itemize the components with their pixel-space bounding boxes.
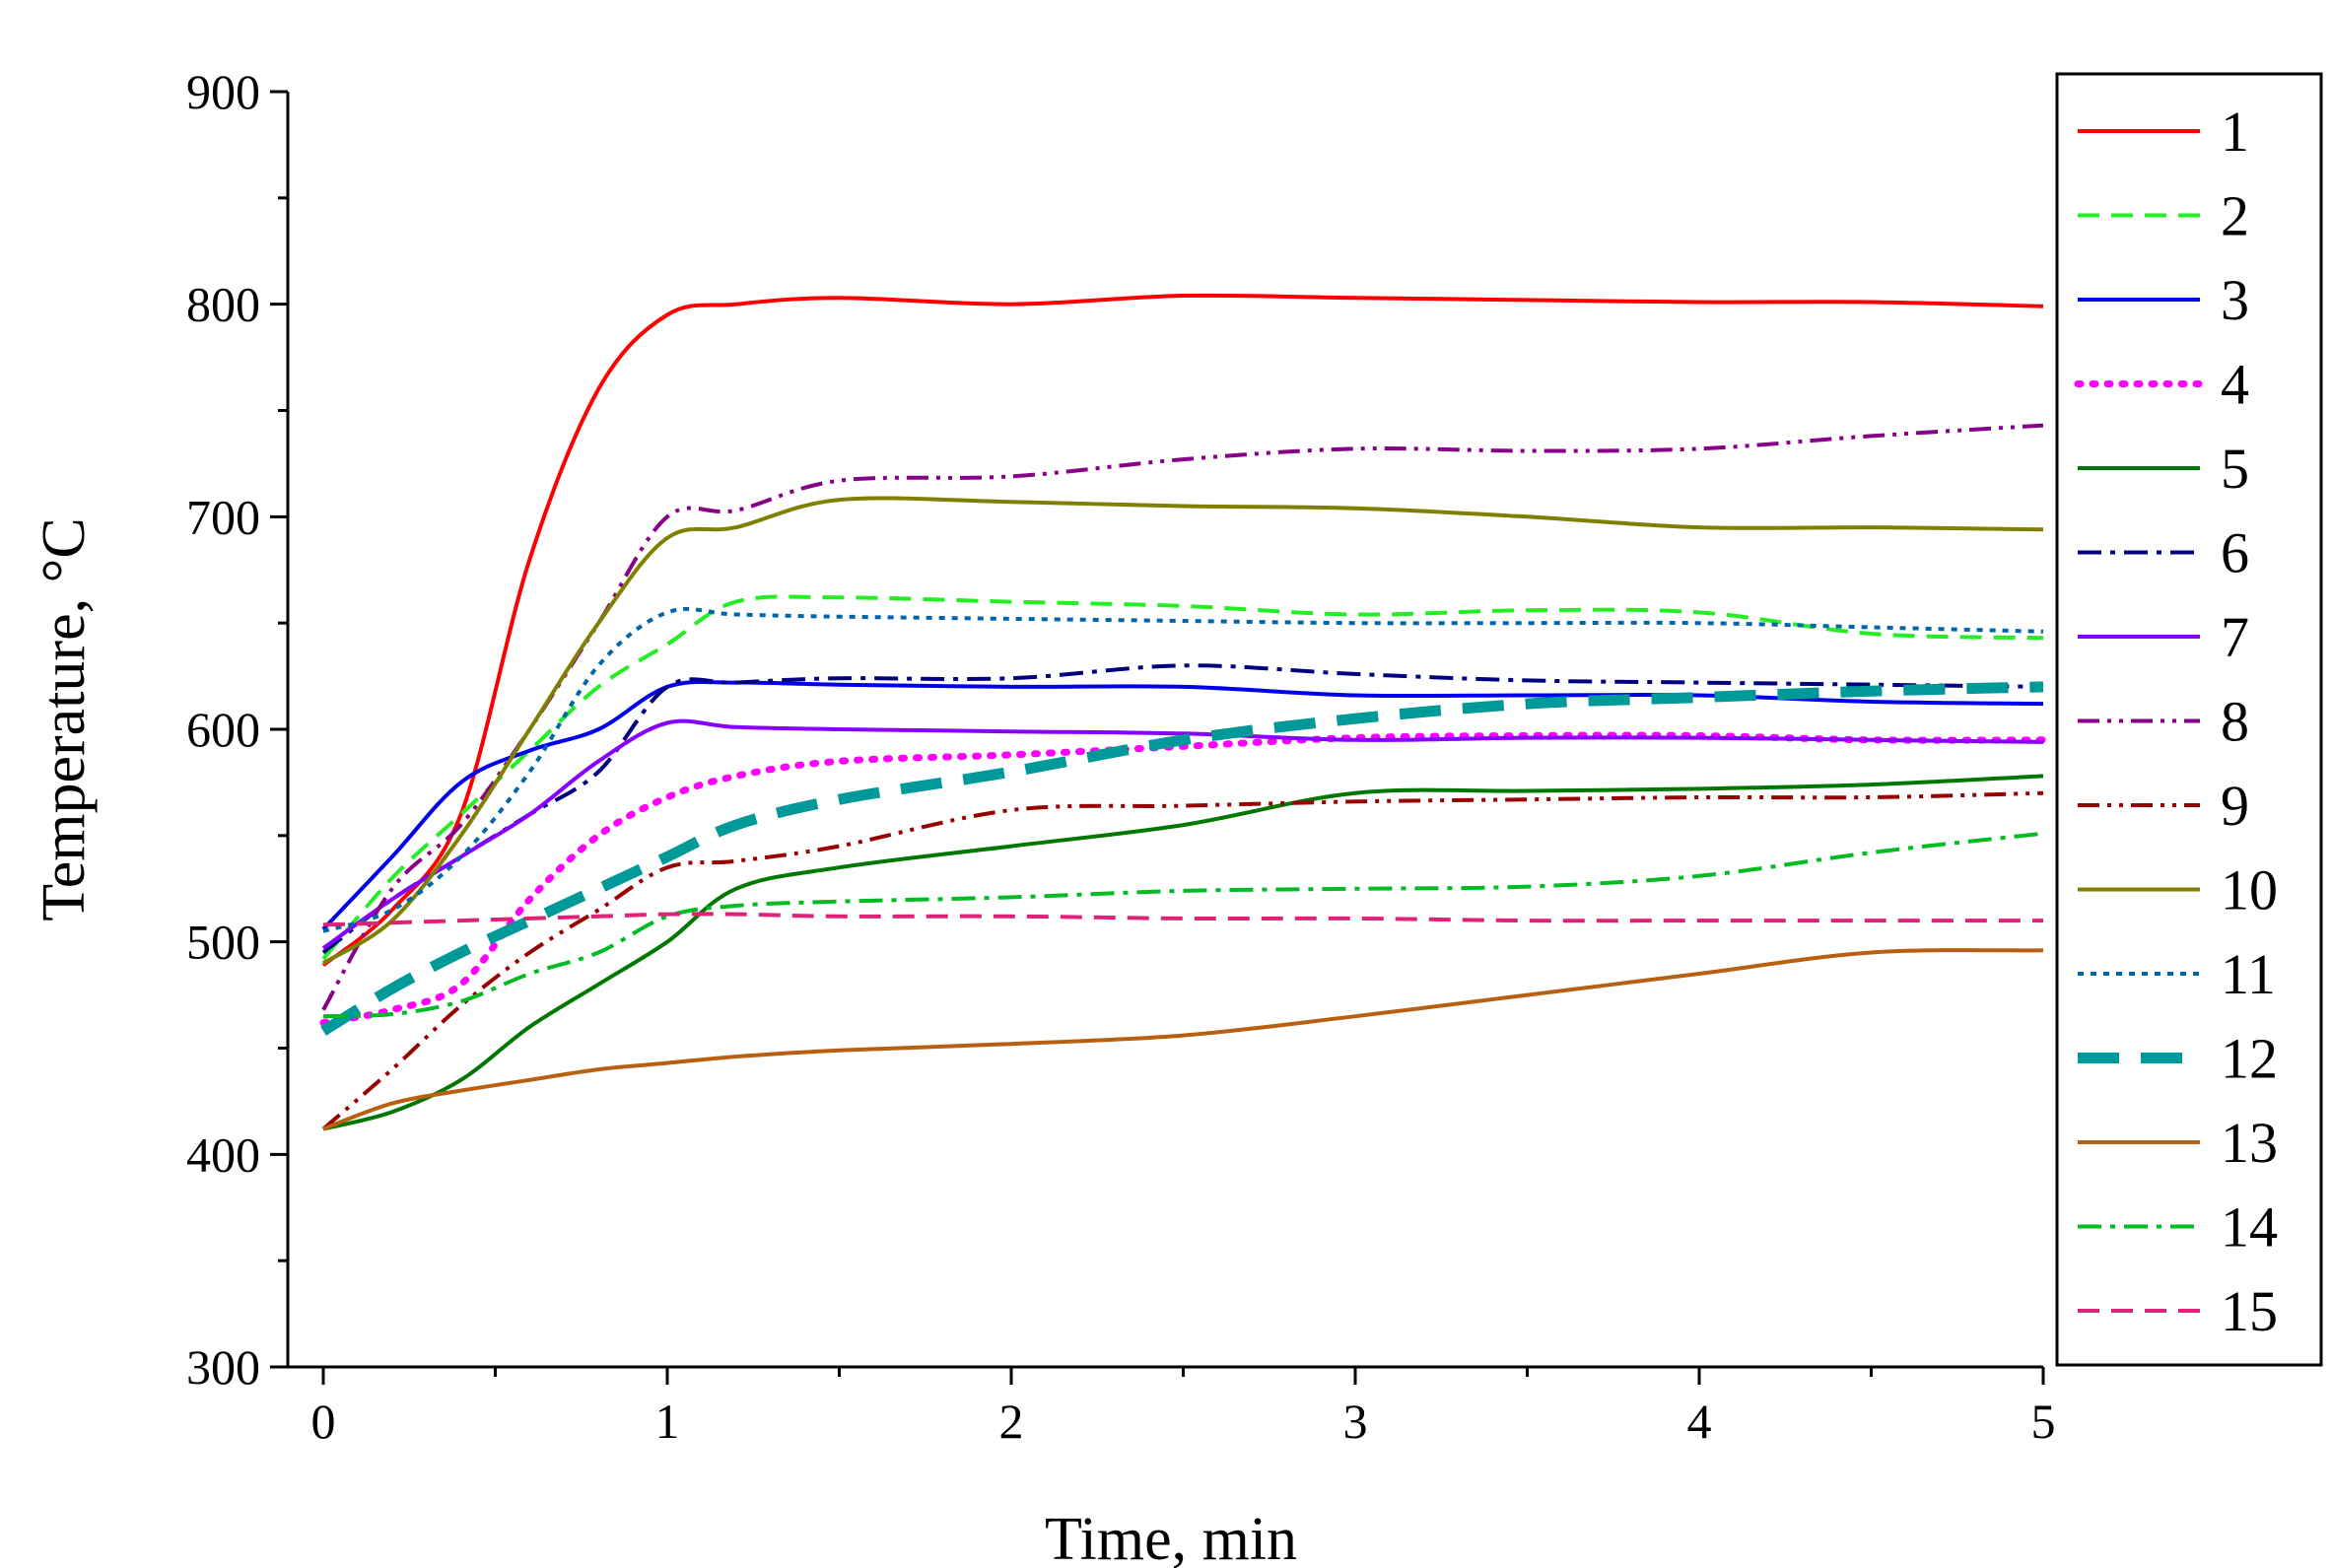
legend-label-9: 9 [2221, 774, 2249, 838]
x-axis-title: Time, min [1045, 1506, 1297, 1568]
series-line-3 [321, 679, 2044, 931]
legend-label-3: 3 [2221, 268, 2249, 332]
legend-label-11: 11 [2221, 942, 2276, 1006]
y-tick-label: 400 [186, 1126, 260, 1182]
series-line-1 [321, 293, 2044, 967]
series-line-4 [319, 731, 2047, 1027]
legend-label-7: 7 [2221, 605, 2249, 669]
legend-label-12: 12 [2221, 1027, 2278, 1091]
x-tick-label: 3 [1343, 1394, 1368, 1449]
y-tick-label: 500 [186, 915, 260, 970]
series-line-7 [321, 718, 2044, 950]
y-tick-label: 900 [186, 64, 260, 119]
x-tick-label: 5 [2031, 1394, 2056, 1449]
series-line-15 [322, 912, 2043, 927]
series-line-11 [322, 606, 2044, 933]
x-tick-label: 1 [655, 1394, 680, 1449]
legend-label-5: 5 [2221, 437, 2249, 501]
legend-label-4: 4 [2221, 353, 2249, 417]
legend-label-8: 8 [2221, 690, 2249, 754]
x-tick-label: 0 [311, 1394, 336, 1449]
y-axis-title-main: Temperature, [31, 582, 98, 920]
legend-label-14: 14 [2221, 1195, 2278, 1260]
y-tick-label: 700 [186, 489, 260, 544]
legend-label-6: 6 [2221, 521, 2249, 585]
y-tick-label: 800 [186, 277, 260, 332]
series-line-10 [321, 496, 2044, 965]
legend-label-13: 13 [2221, 1111, 2278, 1175]
legend-label-2: 2 [2221, 184, 2249, 248]
ticks-layer: 300 400 500 600 700 800 900 0 1 2 3 4 5 [186, 64, 2056, 1449]
x-tick-label: 4 [1687, 1394, 1712, 1449]
series-line-14 [322, 831, 2044, 1019]
series-line-12 [320, 681, 2044, 1036]
legend-label-1: 1 [2221, 100, 2249, 164]
legend-label-15: 15 [2221, 1279, 2278, 1343]
legend-label-10: 10 [2221, 858, 2278, 922]
series-layer [319, 293, 2047, 1131]
y-axis-title-unit: °C [31, 517, 98, 582]
y-tick-label: 600 [186, 702, 260, 757]
x-tick-label: 2 [999, 1394, 1024, 1449]
series-line-2 [321, 594, 2044, 961]
y-axis-title: Temperature, °C [31, 517, 98, 921]
series-line-13 [322, 948, 2044, 1131]
y-tick-label: 300 [186, 1339, 260, 1395]
series-line-5 [322, 774, 2044, 1131]
